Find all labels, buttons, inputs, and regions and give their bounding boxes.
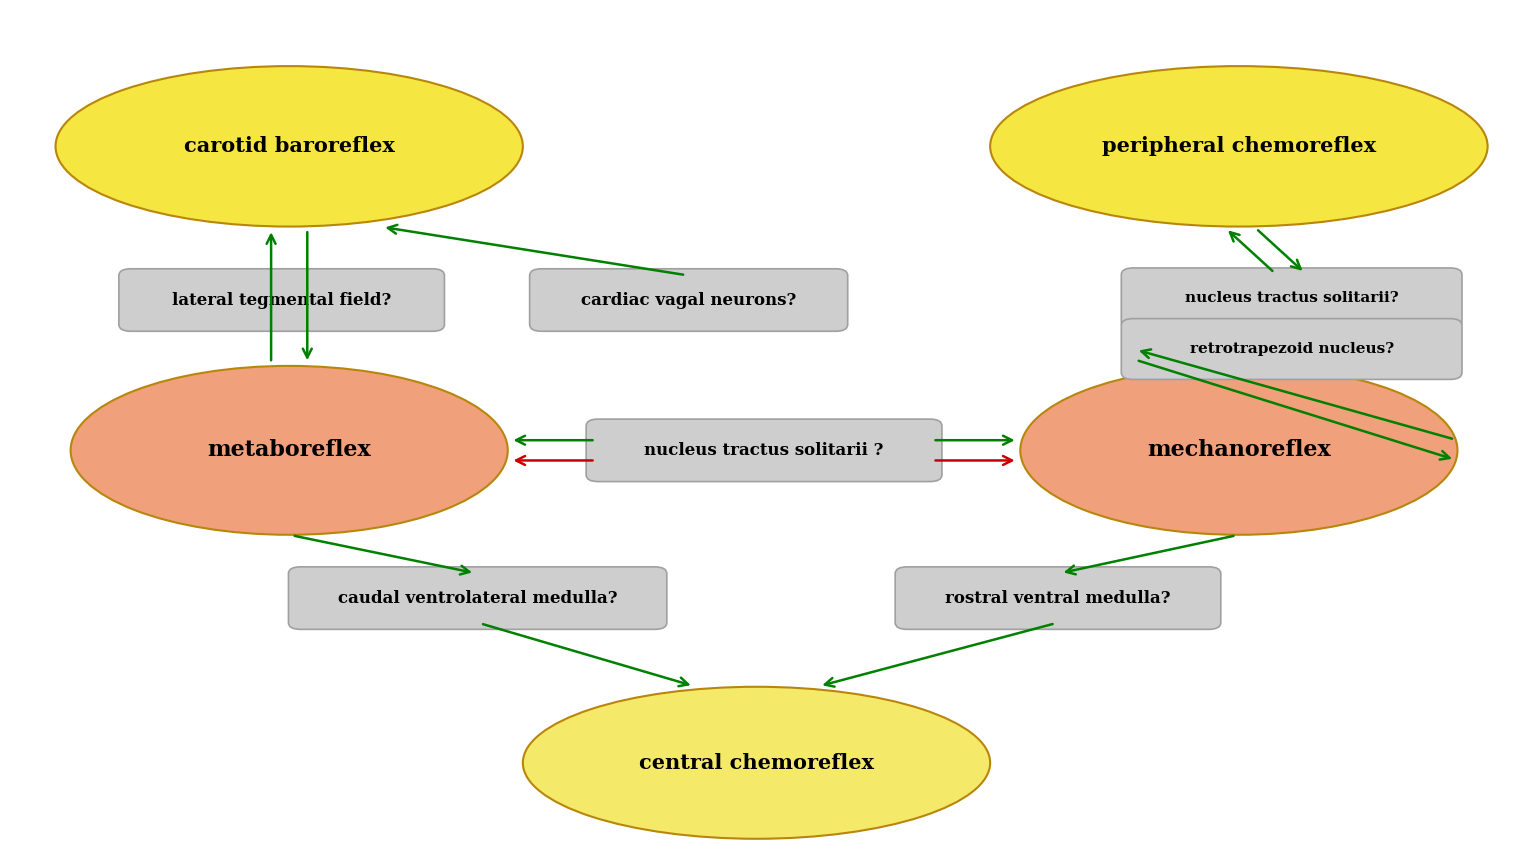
Ellipse shape xyxy=(71,366,508,535)
FancyBboxPatch shape xyxy=(586,419,943,482)
Text: peripheral chemoreflex: peripheral chemoreflex xyxy=(1101,136,1375,156)
Ellipse shape xyxy=(990,66,1487,227)
Ellipse shape xyxy=(1020,366,1457,535)
Text: carotid baroreflex: carotid baroreflex xyxy=(183,136,395,156)
FancyBboxPatch shape xyxy=(530,269,847,332)
Text: lateral tegmental field?: lateral tegmental field? xyxy=(172,292,392,309)
Text: nucleus tractus solitarii?: nucleus tractus solitarii? xyxy=(1185,292,1398,305)
Text: rostral ventral medulla?: rostral ventral medulla? xyxy=(946,590,1171,607)
Text: caudal ventrolateral medulla?: caudal ventrolateral medulla? xyxy=(337,590,617,607)
Text: mechanoreflex: mechanoreflex xyxy=(1147,439,1331,462)
Text: retrotrapezoid nucleus?: retrotrapezoid nucleus? xyxy=(1189,342,1393,356)
Ellipse shape xyxy=(56,66,523,227)
Ellipse shape xyxy=(523,687,990,839)
FancyBboxPatch shape xyxy=(1121,319,1462,379)
FancyBboxPatch shape xyxy=(120,269,445,332)
Text: nucleus tractus solitarii ?: nucleus tractus solitarii ? xyxy=(645,442,884,459)
Text: metaboreflex: metaboreflex xyxy=(207,439,371,462)
FancyBboxPatch shape xyxy=(289,567,667,629)
FancyBboxPatch shape xyxy=(896,567,1221,629)
Text: cardiac vagal neurons?: cardiac vagal neurons? xyxy=(581,292,796,309)
FancyBboxPatch shape xyxy=(1121,268,1462,329)
Text: central chemoreflex: central chemoreflex xyxy=(638,753,875,773)
